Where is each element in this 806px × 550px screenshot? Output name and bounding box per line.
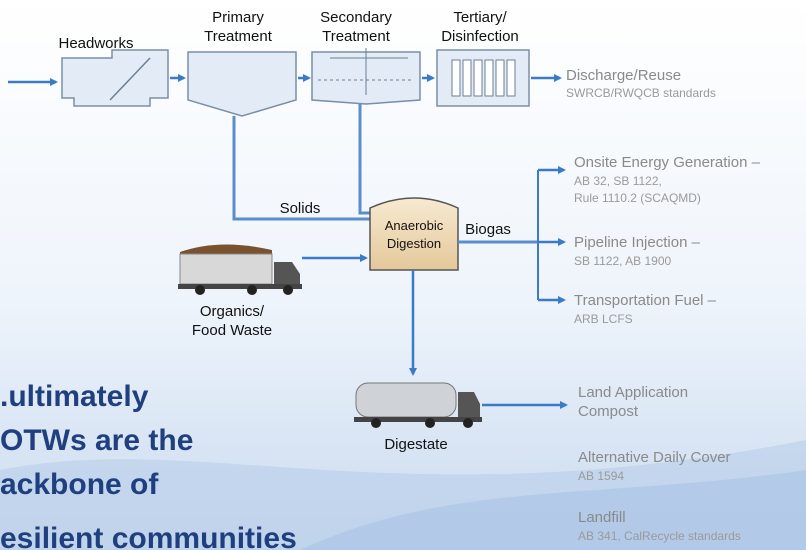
use-note: SB 1122, AB 1900 bbox=[574, 254, 672, 268]
headline: ackbone of bbox=[0, 468, 159, 501]
use-note: AB 341, CalRecycle standards bbox=[578, 529, 741, 543]
organics-truck bbox=[178, 244, 302, 295]
secondary-tank bbox=[311, 48, 421, 105]
tanker-truck bbox=[354, 382, 482, 428]
headline: .ultimately bbox=[0, 380, 149, 413]
solids-pipe bbox=[232, 116, 370, 221]
organics-label: Organics/Food Waste bbox=[192, 303, 272, 339]
use-note: AB 32, SB 1122, bbox=[574, 174, 662, 188]
use-title: Compost bbox=[578, 403, 639, 420]
tertiary-filter bbox=[436, 49, 530, 107]
use-title: Onsite Energy Generation – bbox=[574, 154, 761, 171]
use-note: ARB LCFS bbox=[574, 312, 633, 326]
water-wave bbox=[300, 470, 806, 550]
solids-pipe bbox=[358, 104, 370, 215]
discharge-title: Discharge/Reuse bbox=[566, 67, 681, 84]
headline: esilient communities bbox=[0, 522, 297, 550]
headline: OTWs are the bbox=[0, 424, 193, 457]
flow-arrows bbox=[8, 74, 562, 86]
digestate-label: Digestate bbox=[384, 436, 447, 453]
headworks bbox=[61, 49, 169, 107]
use-title: Alternative Daily Cover bbox=[578, 449, 731, 466]
discharge-note: SWRCB/RWQCB standards bbox=[566, 86, 716, 100]
use-title: Landfill bbox=[578, 509, 626, 526]
solids-label: Solids bbox=[280, 200, 321, 217]
use-title: Transportation Fuel – bbox=[574, 292, 717, 309]
stage-label: Primary Treatment bbox=[204, 9, 273, 45]
stage-label: Secondary Treatment bbox=[320, 9, 392, 45]
use-note: AB 1594 bbox=[578, 469, 624, 483]
stage-label: Tertiary/Disinfection bbox=[441, 9, 519, 45]
use-title: Land Application bbox=[578, 384, 688, 401]
stage-label: Headworks bbox=[58, 35, 133, 52]
primary-tank bbox=[187, 51, 297, 117]
use-title: Pipeline Injection – bbox=[574, 234, 701, 251]
digester-label: Anaerobic Digestion bbox=[385, 218, 444, 251]
use-note: Rule 1110.2 (SCAQMD) bbox=[574, 191, 701, 205]
digester bbox=[369, 197, 459, 271]
biogas-label: Biogas bbox=[465, 221, 511, 238]
